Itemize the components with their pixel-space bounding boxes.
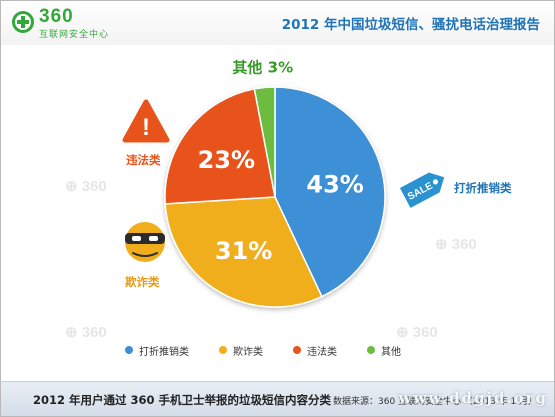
legend-item-1: 欺诈类 — [219, 343, 263, 358]
pie-slices — [164, 86, 386, 308]
logo: 360 互联网安全中心 — [11, 6, 161, 40]
legend-item-2: 违法类 — [293, 343, 337, 358]
pie-label-0: 43% — [306, 171, 363, 199]
page-title: 2012 年中国垃圾短信、骚扰电话治理报告 — [281, 17, 540, 33]
legend-label: 其他 — [381, 346, 401, 358]
legend-item-0: 打折推销类 — [125, 343, 189, 358]
watermark: ⊕ 360 — [65, 324, 107, 341]
sale-tag-icon: SALE — [397, 170, 447, 210]
logo-number: 360 — [39, 6, 74, 27]
legend-swatch — [219, 346, 227, 354]
watermark: ⊕ 360 — [396, 324, 438, 341]
fraud-category-label: 欺诈类 — [125, 275, 160, 289]
watermark: ⊕ 360 — [65, 178, 107, 195]
site-watermark: www.ddgjd.org — [398, 389, 548, 407]
illegal-category-label: 违法类 — [126, 153, 161, 167]
pie-slice-0 — [274, 86, 386, 298]
legend-swatch — [367, 346, 375, 354]
logo-plus-icon — [12, 11, 34, 33]
data-source: 数据来源：360 互联网安全中心 （2013 年 1 月） — [333, 397, 538, 407]
logo-subtitle: 互联网安全中心 — [39, 30, 110, 40]
warning-glyph: ! — [142, 114, 150, 141]
pie-label-1: 31% — [215, 237, 272, 265]
pie-labels: 43% 31% 23% 其他 3% — [198, 59, 364, 265]
promo-category-label: 打折推销类 — [454, 181, 512, 195]
header: 360 互联网安全中心 2012 年中国垃圾短信、骚扰电话治理报告 — [1, 1, 554, 45]
pie-slice-2 — [164, 88, 276, 205]
pie-label-3: 其他 3% — [232, 59, 293, 77]
legend-label: 欺诈类 — [233, 346, 263, 358]
legend-label: 打折推销类 — [139, 346, 189, 358]
legend-swatch — [125, 346, 133, 354]
chart-legend: 打折推销类 欺诈类 违法类 其他 — [125, 342, 401, 358]
chart-caption: 2012 年用户通过 360 手机卫士举报的垃圾短信内容分类 — [33, 393, 332, 407]
pie-slice-3 — [253, 86, 276, 198]
pie-slice-1 — [164, 196, 323, 308]
watermark: ⊕ 360 — [435, 236, 477, 253]
masked-face-icon — [125, 222, 165, 262]
legend-item-3: 其他 — [367, 343, 401, 358]
pie-label-2: 23% — [198, 146, 255, 174]
legend-swatch — [293, 346, 301, 354]
warning-triangle-icon: ! — [122, 99, 170, 143]
footer: 2012 年用户通过 360 手机卫士举报的垃圾短信内容分类 数据来源：360 … — [1, 381, 554, 416]
legend-label: 违法类 — [307, 346, 337, 358]
